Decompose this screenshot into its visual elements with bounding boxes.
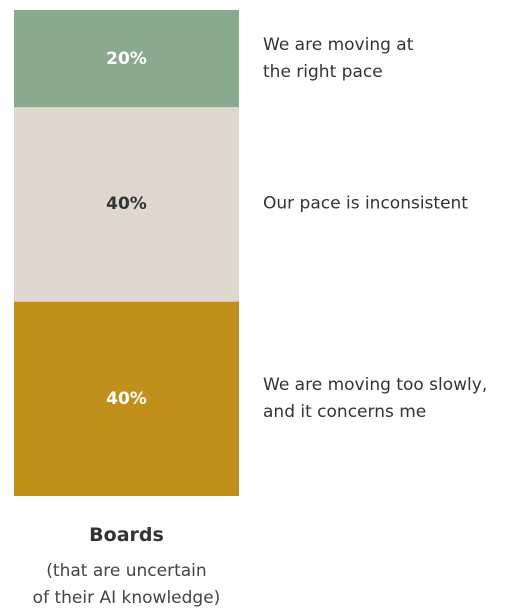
value-label: 40% (106, 194, 147, 215)
category-label: Boards (89, 524, 164, 546)
value-label: 40% (106, 388, 147, 409)
bar-segment (14, 301, 239, 496)
bar-segment (14, 107, 239, 302)
value-label: 20% (106, 48, 147, 69)
legend-label: Our pace is inconsistent (263, 193, 468, 214)
category-note: (that are uncertain of their AI knowledg… (32, 561, 221, 608)
legend-label: We are moving at the right pace (263, 34, 414, 82)
legend-label: We are moving too slowly, and it concern… (263, 374, 488, 422)
bar-segment (14, 10, 239, 108)
